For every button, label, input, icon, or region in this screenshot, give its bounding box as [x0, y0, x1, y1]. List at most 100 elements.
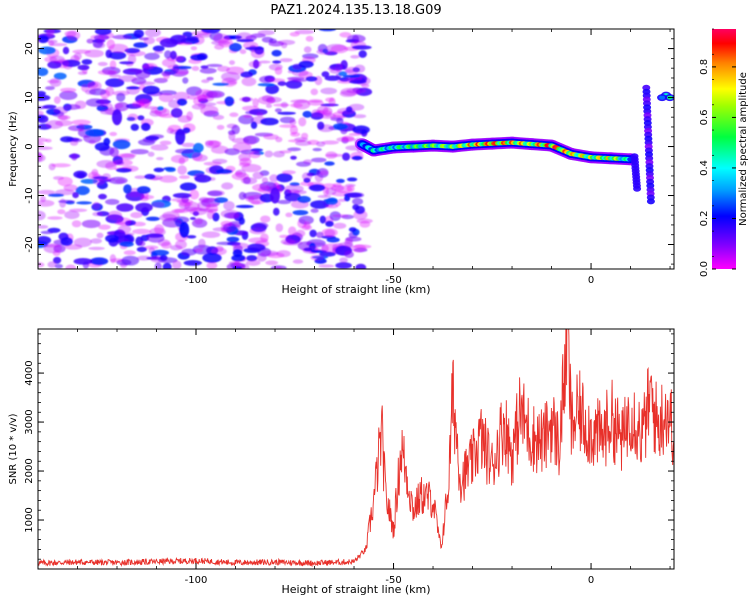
- noise-blob: [89, 88, 107, 96]
- noise-blob: [179, 182, 197, 191]
- noise-blob: [94, 29, 112, 36]
- x-tick-label: 0: [588, 275, 594, 286]
- ridge-trace: [354, 136, 642, 192]
- noise-blob: [324, 229, 336, 237]
- noise-blob: [142, 85, 160, 95]
- noise-blob: [325, 153, 345, 157]
- noise-blob: [229, 60, 235, 65]
- noise-blob: [158, 92, 174, 103]
- bottom-xlabel: Height of straight line (km): [281, 583, 430, 596]
- noise-blob: [98, 193, 107, 200]
- noise-blob: [191, 103, 206, 110]
- noise-blob: [342, 152, 351, 161]
- noise-blob: [38, 137, 48, 143]
- noise-blob: [346, 177, 358, 182]
- noise-blob: [201, 29, 221, 34]
- y-tick-label: 1000: [24, 507, 35, 532]
- noise-blob: [232, 242, 249, 249]
- noise-blob: [226, 236, 240, 243]
- noise-blob: [352, 125, 370, 135]
- noise-peak: [270, 187, 280, 204]
- noise-blob: [158, 257, 178, 264]
- noise-blob: [336, 178, 345, 184]
- noise-blob: [307, 100, 324, 106]
- noise-blob: [258, 60, 271, 64]
- noise-blob: [276, 250, 291, 258]
- noise-blob: [249, 151, 261, 159]
- noise-blob: [144, 245, 159, 250]
- y-tick-label: 0: [24, 143, 35, 149]
- noise-blob: [77, 64, 90, 71]
- spectrogram-panel: -100 -50 0 20 10 0 -10 -20 Height of straight l…: [8, 28, 675, 296]
- noise-blob: [112, 139, 131, 150]
- noise-blob: [139, 240, 146, 247]
- noise-blob: [60, 237, 73, 246]
- noise-blob: [292, 210, 309, 216]
- noise-blob: [348, 227, 357, 233]
- noise-blob: [221, 71, 241, 82]
- noise-blob: [199, 208, 219, 212]
- noise-blob: [96, 232, 104, 239]
- y-tick-label: 2000: [24, 458, 35, 483]
- noise-blob: [309, 229, 317, 238]
- noise-blob: [183, 260, 202, 266]
- top-ylabel: Frequency (Hz): [8, 111, 19, 187]
- noise-blob: [159, 175, 178, 183]
- noise-blob: [309, 184, 326, 192]
- x-tick-label: -50: [385, 575, 401, 586]
- noise-blob: [130, 123, 139, 131]
- noise-blob: [118, 75, 137, 82]
- noise-blob: [298, 117, 307, 127]
- noise-blob: [179, 202, 193, 207]
- noise-blob: [345, 66, 359, 75]
- top-xlabel: Height of straight line (km): [281, 283, 430, 296]
- cb-tick-label: 0.6: [699, 109, 710, 125]
- noise-blob: [181, 248, 197, 256]
- noise-peak: [179, 221, 190, 238]
- noise-blob: [116, 92, 126, 102]
- noise-blob: [106, 39, 116, 50]
- noise-blob: [133, 42, 148, 48]
- noise-blob: [43, 244, 61, 248]
- noise-blob: [220, 220, 233, 227]
- noise-blob: [243, 135, 260, 145]
- noise-blob: [138, 37, 149, 41]
- noise-blob: [352, 204, 360, 211]
- noise-blob: [145, 216, 160, 221]
- noise-blob: [171, 198, 189, 202]
- noise-blob: [66, 30, 81, 41]
- noise-blob: [150, 144, 169, 151]
- x-tick-label: -50: [385, 275, 401, 286]
- noise-blob: [38, 94, 51, 101]
- noise-blob: [71, 138, 83, 143]
- noise-blob: [280, 238, 296, 245]
- noise-blob: [249, 227, 266, 235]
- edge-streak: [646, 198, 655, 205]
- noise-blob: [279, 58, 293, 63]
- noise-blob: [62, 46, 70, 55]
- noise-blob: [292, 79, 307, 82]
- noise-blob: [260, 233, 269, 242]
- noise-blob: [214, 44, 225, 50]
- noise-blob: [185, 36, 199, 42]
- noise-blob: [136, 186, 151, 194]
- noise-blob: [351, 45, 372, 50]
- noise-blob: [112, 34, 132, 40]
- noise-blob: [317, 121, 325, 130]
- noise-blob: [310, 200, 330, 209]
- noise-blob: [226, 80, 237, 85]
- noise-blob: [274, 266, 283, 269]
- noise-blob: [156, 157, 164, 161]
- noise-blob: [73, 258, 93, 265]
- noise-blob: [170, 50, 177, 60]
- noise-blob: [151, 249, 170, 256]
- cb-tick-label: 0.4: [699, 160, 710, 176]
- noise-blob: [116, 217, 132, 226]
- noise-blob: [290, 155, 297, 160]
- noise-blob: [202, 252, 222, 263]
- noise-blob: [53, 256, 62, 264]
- noise-blob: [48, 193, 64, 197]
- noise-blob: [187, 95, 197, 100]
- noise-blob: [298, 215, 314, 225]
- noise-blob: [265, 96, 282, 103]
